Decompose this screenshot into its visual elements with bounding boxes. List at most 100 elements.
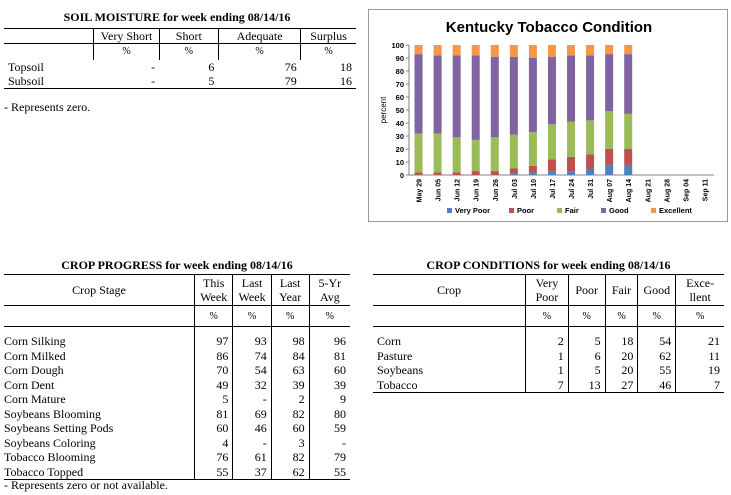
conditions-value-cell: 19 xyxy=(675,363,724,378)
progress-value-cell: 55 xyxy=(194,464,233,480)
bar-segment-fair xyxy=(471,139,480,172)
progress-row-label: Soybeans Setting Pods xyxy=(4,421,114,436)
crop-progress-note: - Represents zero or not available. xyxy=(4,478,168,492)
conditions-row-label: Soybeans xyxy=(377,363,423,378)
bar-segment-good xyxy=(414,54,423,134)
conditions-header-text: Poor xyxy=(575,283,598,297)
y-tick-label: 100 xyxy=(391,41,404,50)
conditions-value-cell: 7 xyxy=(525,377,569,393)
conditions-value-cell: 5 xyxy=(567,334,606,349)
progress-row: Corn Mature 5-2 9 xyxy=(4,392,350,407)
bar-segment-good xyxy=(605,54,614,112)
soil-header-cell: Short xyxy=(158,28,219,44)
conditions-pct-cell: % xyxy=(675,305,724,327)
soil-pct-cell: % xyxy=(217,43,301,60)
y-tick-label: 90 xyxy=(396,54,404,63)
conditions-pct-cell xyxy=(373,305,526,327)
progress-spacer-cell xyxy=(308,326,350,334)
conditions-value-cell: 7 xyxy=(675,377,724,393)
progress-header-text: Week xyxy=(238,290,266,304)
progress-row: Corn Silking 97 93 98 96 xyxy=(4,334,350,349)
progress-value-cell: - xyxy=(308,435,350,450)
progress-header-text: Last xyxy=(241,276,263,290)
bar-segment-poor xyxy=(452,172,461,175)
y-tick-label: 30 xyxy=(396,132,404,141)
y-tick-label: 70 xyxy=(396,80,404,89)
conditions-header-cell: Crop xyxy=(373,274,526,306)
y-tick-label: 20 xyxy=(396,145,404,154)
legend-swatch xyxy=(447,208,452,213)
progress-value-cell: - xyxy=(232,435,272,450)
bar-segment-excellent xyxy=(471,45,480,56)
bar-segment-very-poor xyxy=(586,168,595,175)
bar-segment-good xyxy=(567,55,576,122)
bar-segment-poor xyxy=(567,156,576,172)
progress-value-cell: 63 xyxy=(270,363,310,378)
conditions-spacer-cell xyxy=(373,327,526,335)
progress-value-cell: 39 xyxy=(270,377,310,392)
bar-segment-very-poor xyxy=(509,173,518,175)
legend-swatch xyxy=(509,208,514,213)
conditions-header-cell: Poor xyxy=(567,274,606,306)
bar-segment-excellent xyxy=(624,45,633,55)
soil-value-cell: 6 xyxy=(208,60,215,74)
progress-pct-cell: % xyxy=(270,305,310,327)
conditions-value-cell: 18 xyxy=(604,334,638,349)
soil-pct-cell: % xyxy=(300,43,356,60)
progress-value-cell: 70 xyxy=(194,363,233,378)
progress-value-cell: 3 xyxy=(270,435,310,450)
legend-swatch xyxy=(601,208,606,213)
progress-value-cell: 5 xyxy=(194,392,233,407)
x-tick-label: Aug 14 xyxy=(626,179,633,202)
conditions-header-text: Poor xyxy=(535,290,559,304)
progress-spacer-cell xyxy=(232,326,272,334)
progress-value-cell: 55 xyxy=(308,464,350,480)
x-tick-label: Aug 28 xyxy=(664,179,671,202)
progress-spacer-cell xyxy=(4,327,195,335)
progress-value-cell: 93 xyxy=(232,334,272,349)
bar-segment-excellent xyxy=(490,45,499,57)
soil-moisture-title: SOIL MOISTURE for week ending 08/14/16 xyxy=(63,10,291,24)
progress-value-cell: 60 xyxy=(308,363,350,378)
bar-segment-poor xyxy=(605,149,614,165)
progress-header-cell: Crop Stage xyxy=(4,274,195,306)
tobacco-condition-chart-svg: Kentucky Tobacco Condition percent 0 10 20 30… xyxy=(379,19,714,215)
conditions-value-cell: 1 xyxy=(525,348,569,363)
legend-swatch xyxy=(557,208,562,213)
conditions-value-cell: 20 xyxy=(604,363,638,378)
bar-segment-excellent xyxy=(547,45,556,57)
progress-row-label: Corn Milked xyxy=(4,348,66,363)
legend-label: Fair xyxy=(565,206,579,215)
conditions-value-cell: 20 xyxy=(604,348,638,363)
progress-row: Corn Dough 70 54 63 60 xyxy=(4,363,350,378)
progress-row-label: Corn Dent xyxy=(4,377,55,392)
y-tick-label: 0 xyxy=(400,171,404,180)
bar-segment-good xyxy=(586,55,595,121)
conditions-row: Tobacco 7 13 27 46 7 xyxy=(373,377,724,393)
progress-row-label: Soybeans Blooming xyxy=(4,406,102,421)
progress-value-cell: 37 xyxy=(232,464,272,480)
legend-label: Very Poor xyxy=(455,206,490,215)
progress-value-cell: 60 xyxy=(194,421,233,436)
conditions-pct-cell: % xyxy=(604,305,638,327)
conditions-header-text: Good xyxy=(643,283,671,297)
soil-row: Topsoil - 6 76 18 xyxy=(4,60,356,74)
conditions-spacer-cell xyxy=(604,326,638,334)
conditions-pct-cell: % xyxy=(525,305,569,327)
conditions-spacer-cell xyxy=(525,326,569,334)
progress-header-cell: This Week xyxy=(194,274,233,306)
progress-header-text: 5-Yr xyxy=(318,276,342,290)
progress-row-label: Corn Dough xyxy=(4,363,64,378)
conditions-spacer-cell xyxy=(637,326,676,334)
bar-segment-poor xyxy=(624,149,633,166)
conditions-value-cell: 55 xyxy=(637,363,676,378)
progress-value-cell: 74 xyxy=(232,348,272,363)
progress-row-label: Soybeans Coloring xyxy=(4,435,96,450)
conditions-header-cell: Exce-llent xyxy=(675,274,724,306)
progress-row: Soybeans Coloring 4-3- xyxy=(4,435,350,450)
soil-pct-cell: % xyxy=(158,43,219,60)
conditions-header-text: Fair xyxy=(611,283,632,297)
conditions-value-cell: 27 xyxy=(604,377,638,393)
bar-segment-poor xyxy=(547,159,556,172)
conditions-header-cell: Very Poor xyxy=(525,274,569,306)
